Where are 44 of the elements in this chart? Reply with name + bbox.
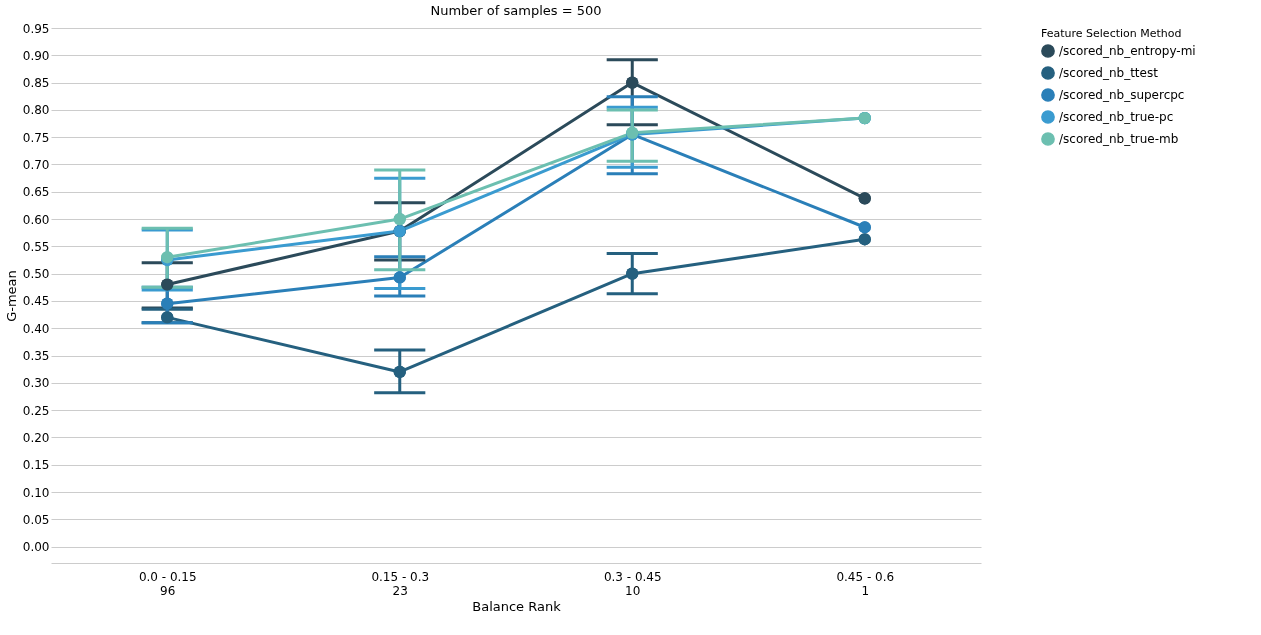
x-tick-label: 0.0 - 0.15 96: [138, 569, 197, 598]
x-tick-label: 0.45 - 0.6 1: [836, 569, 895, 598]
legend-label: /scored_nb_ttest: [1059, 66, 1159, 80]
y-tick-label: 0.15: [22, 458, 50, 473]
legend-label: /scored_nb_supercpc: [1059, 88, 1185, 102]
y-tick-label: 0.50: [22, 267, 50, 282]
y-tick-label: 0.20: [22, 430, 50, 445]
y-tick-label: 0.75: [22, 130, 50, 145]
y-axis-title: G-mean: [3, 270, 19, 322]
point: [161, 311, 174, 324]
legend-title: Feature Selection Method: [1041, 27, 1182, 40]
legend-label: /scored_nb_entropy-mi: [1059, 44, 1196, 58]
point: [161, 278, 174, 291]
point: [393, 365, 406, 379]
y-tick-label: 0.30: [22, 376, 50, 391]
y-tick-label: 0.35: [22, 349, 50, 364]
point: [858, 221, 871, 234]
y-tick-label: 0.25: [22, 403, 50, 418]
y-tick-label: 0.55: [22, 239, 50, 254]
y-tick-label: 0.80: [22, 103, 50, 118]
x-tick-label: 0.15 - 0.3 23: [371, 569, 430, 598]
x-axis-title: Balance Rank: [472, 598, 562, 614]
y-tick-label: 0.90: [22, 48, 50, 63]
y-tick-label: 0.45: [22, 294, 50, 309]
point: [858, 192, 871, 205]
y-tick-label: 0.40: [22, 321, 50, 336]
legend-label: /scored_nb_true-mb: [1059, 132, 1179, 146]
chart-title: Number of samples = 500: [430, 3, 602, 18]
y-tick-label: 0.70: [22, 157, 50, 172]
point: [626, 76, 639, 89]
legend-label: /scored_nb_true-pc: [1059, 110, 1174, 124]
y-tick-label: 0.10: [22, 485, 50, 500]
point: [393, 271, 406, 284]
y-tick-label: 0.60: [22, 212, 50, 227]
y-tick-label: 0.85: [22, 76, 50, 91]
y-tick-label: 0.65: [22, 185, 50, 200]
point: [393, 212, 406, 226]
x-tick-label: 0.3 - 0.45 10: [603, 569, 662, 598]
y-tick-label: 0.05: [22, 512, 50, 527]
y-tick-label: 0.95: [22, 21, 50, 36]
point: [858, 233, 871, 246]
point: [161, 297, 174, 310]
point: [626, 267, 639, 280]
y-tick-label: 0.00: [22, 540, 50, 555]
